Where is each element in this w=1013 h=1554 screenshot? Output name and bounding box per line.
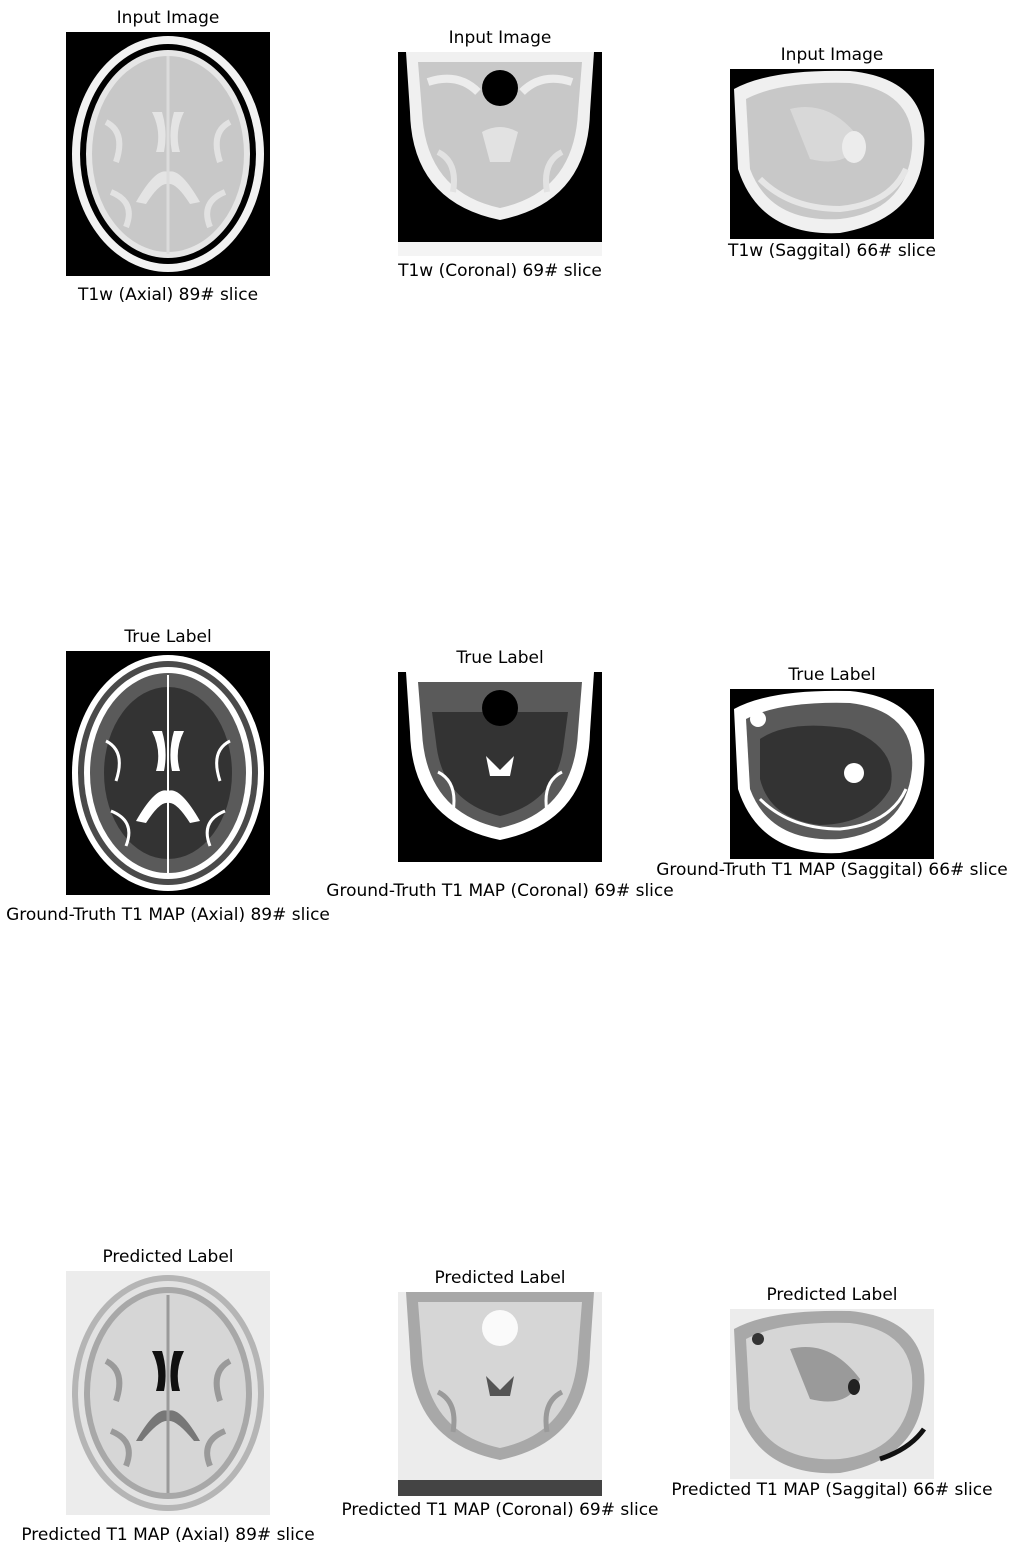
mri-input-coronal	[398, 52, 602, 256]
mri-pred-coronal	[398, 1292, 602, 1496]
caption-pred-saggital: Predicted T1 MAP (Saggital) 66# slice	[671, 1480, 993, 1500]
panel-title-pred-saggital: Predicted Label	[766, 1285, 898, 1305]
caption-input-saggital: T1w (Saggital) 66# slice	[728, 241, 936, 261]
mri-input-saggital	[730, 69, 934, 239]
mri-input-axial	[66, 32, 270, 276]
caption-true-coronal: Ground-Truth T1 MAP (Coronal) 69# slice	[326, 881, 674, 901]
panel-title-pred-axial: Predicted Label	[102, 1247, 234, 1267]
panel-title-input-axial: Input Image	[116, 8, 220, 28]
panel-title-input-saggital: Input Image	[780, 45, 884, 65]
mri-pred-axial	[66, 1271, 270, 1515]
caption-input-axial: T1w (Axial) 89# slice	[77, 285, 259, 305]
caption-true-saggital: Ground-Truth T1 MAP (Saggital) 66# slice	[656, 860, 1008, 880]
panel-title-input-coronal: Input Image	[448, 28, 552, 48]
caption-pred-axial: Predicted T1 MAP (Axial) 89# slice	[21, 1525, 315, 1545]
caption-input-coronal: T1w (Coronal) 69# slice	[398, 261, 602, 281]
panel-title-pred-coronal: Predicted Label	[434, 1268, 566, 1288]
panel-title-true-saggital: True Label	[788, 665, 876, 685]
caption-pred-coronal: Predicted T1 MAP (Coronal) 69# slice	[341, 1500, 659, 1520]
panel-title-true-coronal: True Label	[456, 648, 544, 668]
caption-true-axial: Ground-Truth T1 MAP (Axial) 89# slice	[6, 905, 330, 925]
mri-true-saggital	[730, 689, 934, 859]
mri-pred-saggital	[730, 1309, 934, 1479]
panel-title-true-axial: True Label	[124, 627, 212, 647]
mri-true-axial	[66, 651, 270, 895]
mri-true-coronal	[398, 672, 602, 876]
